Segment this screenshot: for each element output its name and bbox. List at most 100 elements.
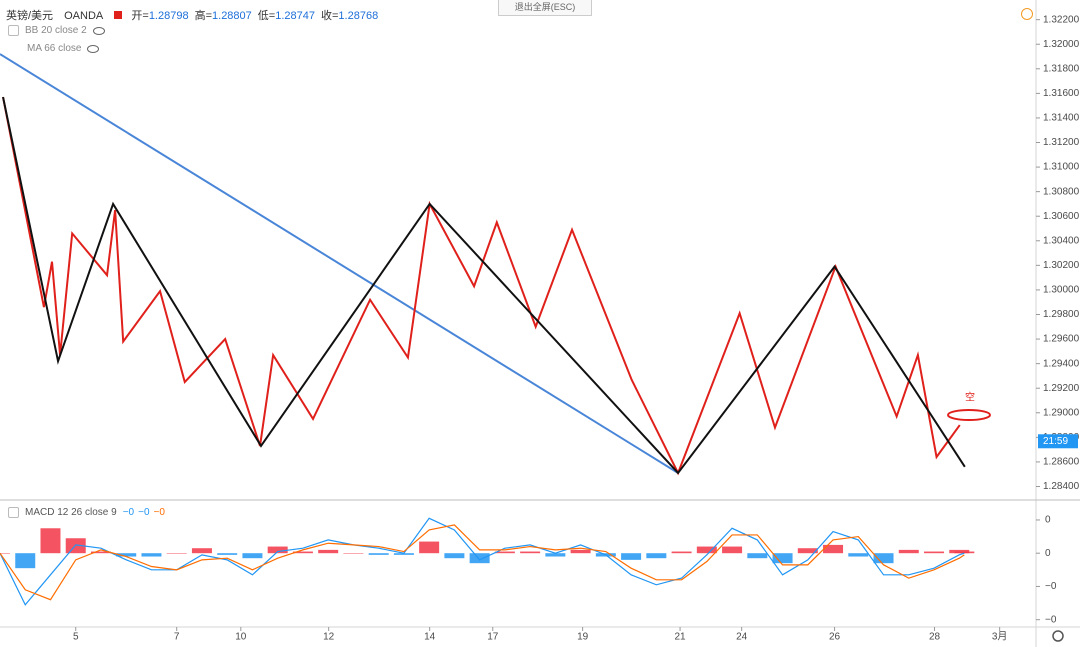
x-tick-label: 3月 xyxy=(992,631,1008,643)
ohlc-value: 1.28807 xyxy=(212,10,252,22)
x-tick-label: 12 xyxy=(323,632,335,643)
indicator-label: MA 66 close xyxy=(27,43,82,54)
x-tick-label: 21 xyxy=(675,632,687,643)
indicator-row[interactable]: MA 66 close xyxy=(27,43,100,54)
ohlc-label: 低= xyxy=(257,10,276,22)
y-tick-label: 1.30400 xyxy=(1043,235,1080,246)
ohlc-label: 高= xyxy=(194,10,213,22)
histogram-bar xyxy=(873,553,894,564)
histogram-bar xyxy=(520,551,541,554)
histogram-bar xyxy=(469,553,490,564)
legend-value: −0 xyxy=(153,507,165,518)
y-tick-label: 1.30200 xyxy=(1043,260,1080,271)
y-tick-label: −0 xyxy=(1045,614,1057,625)
histogram-bar xyxy=(116,553,137,557)
macd-legend: MACD 12 26 close 9 −0 −0 −0 xyxy=(8,507,169,518)
y-tick-label: 1.29200 xyxy=(1043,383,1080,394)
histogram-bar xyxy=(545,553,566,557)
histogram-bar xyxy=(15,553,36,569)
histogram-bar xyxy=(747,553,768,559)
x-tick-label: 28 xyxy=(929,632,941,643)
x-tick-label: 10 xyxy=(235,632,247,643)
exit-fullscreen-button[interactable]: 退出全屏(ESC) xyxy=(498,0,592,16)
y-tick-label: 1.32000 xyxy=(1043,39,1080,50)
y-tick-label: 1.30800 xyxy=(1043,186,1080,197)
histogram-bar xyxy=(671,551,692,554)
source: OANDA xyxy=(64,10,104,22)
y-tick-label: 1.31800 xyxy=(1043,63,1080,74)
y-tick-label: 1.31600 xyxy=(1043,88,1080,99)
y-tick-label: 1.29600 xyxy=(1043,334,1080,345)
y-tick-label: −0 xyxy=(1045,581,1057,592)
y-tick-label: 1.29000 xyxy=(1043,407,1080,418)
ohlc: 开=1.28798 高=1.28807 低=1.28747 收=1.28768 xyxy=(131,10,384,22)
x-tick-label: 17 xyxy=(487,632,499,643)
histogram-bar xyxy=(217,553,238,555)
histogram-bar xyxy=(267,546,288,554)
histogram-bar xyxy=(419,541,440,554)
histogram-bar xyxy=(797,548,818,554)
macd-title: MACD 12 26 close 9 xyxy=(25,507,117,518)
x-tick-label: 19 xyxy=(577,632,589,643)
histogram-bar xyxy=(40,528,61,554)
y-tick-label: 1.32200 xyxy=(1043,14,1080,25)
histogram-bar xyxy=(343,553,364,554)
histogram-bar xyxy=(848,553,869,557)
histogram-bar xyxy=(166,553,187,554)
collapse-box[interactable] xyxy=(8,507,19,518)
histogram-bar xyxy=(368,553,389,555)
y-tick-label: 1.31200 xyxy=(1043,137,1080,148)
histogram-bar xyxy=(393,553,414,555)
macd-line xyxy=(0,517,965,606)
y-tick-label: 1.30000 xyxy=(1043,285,1080,296)
indicator-label: BB 20 close 2 xyxy=(25,25,87,36)
ohlc-label: 收= xyxy=(320,10,339,22)
histogram-bar xyxy=(0,553,10,554)
y-tick-label: 0 xyxy=(1045,548,1051,559)
histogram-bar xyxy=(722,546,743,554)
zigzag-line xyxy=(2,96,961,476)
histogram-bar xyxy=(292,551,313,554)
histogram-bar xyxy=(242,553,263,559)
legend-value: −0 xyxy=(138,507,150,518)
ohlc-label: 开= xyxy=(131,10,149,22)
x-tick-label: 7 xyxy=(174,632,180,643)
histogram-bar xyxy=(823,544,844,554)
histogram-bar xyxy=(444,553,465,559)
histogram-bar xyxy=(696,546,717,554)
ohlc-value: 1.28747 xyxy=(275,10,315,22)
histogram-bar xyxy=(924,551,945,554)
x-tick-label: 14 xyxy=(424,632,436,643)
eye-icon[interactable] xyxy=(92,26,105,35)
histogram-bar xyxy=(772,553,793,564)
eye-icon[interactable] xyxy=(87,44,100,53)
indicator-row[interactable]: BB 20 close 2 xyxy=(8,25,105,36)
marker-ellipse xyxy=(947,409,991,421)
histogram-bar xyxy=(621,553,642,560)
x-tick-label: 24 xyxy=(736,632,748,643)
y-tick-label: 1.28400 xyxy=(1043,481,1080,492)
ohlc-value: 1.28798 xyxy=(148,10,189,22)
histogram-bar xyxy=(494,551,515,554)
x-tick-label: 5 xyxy=(73,632,79,643)
histogram-bar xyxy=(191,548,212,554)
histogram-bar xyxy=(318,549,339,554)
annotation: 空 xyxy=(965,391,975,404)
x-tick-label: 26 xyxy=(829,632,841,643)
y-tick-label: 0 xyxy=(1045,515,1051,526)
zigzag-line xyxy=(0,53,679,474)
y-tick-label: 1.31400 xyxy=(1043,113,1080,124)
price-tag xyxy=(1038,434,1078,449)
y-tick-label: 1.28600 xyxy=(1043,457,1080,468)
settings-icon[interactable] xyxy=(1052,630,1064,642)
header: 英镑/美元 OANDA 开=1.28798 高=1.28807 低=1.28747 收… xyxy=(6,7,388,23)
ohlc-value: 1.28768 xyxy=(338,10,379,22)
zigzag-line xyxy=(2,96,966,475)
histogram-bar xyxy=(646,553,667,559)
histogram-bar xyxy=(954,551,975,554)
collapse-box[interactable] xyxy=(8,25,19,36)
macd-line xyxy=(0,524,965,601)
alert-icon[interactable] xyxy=(1021,8,1033,20)
